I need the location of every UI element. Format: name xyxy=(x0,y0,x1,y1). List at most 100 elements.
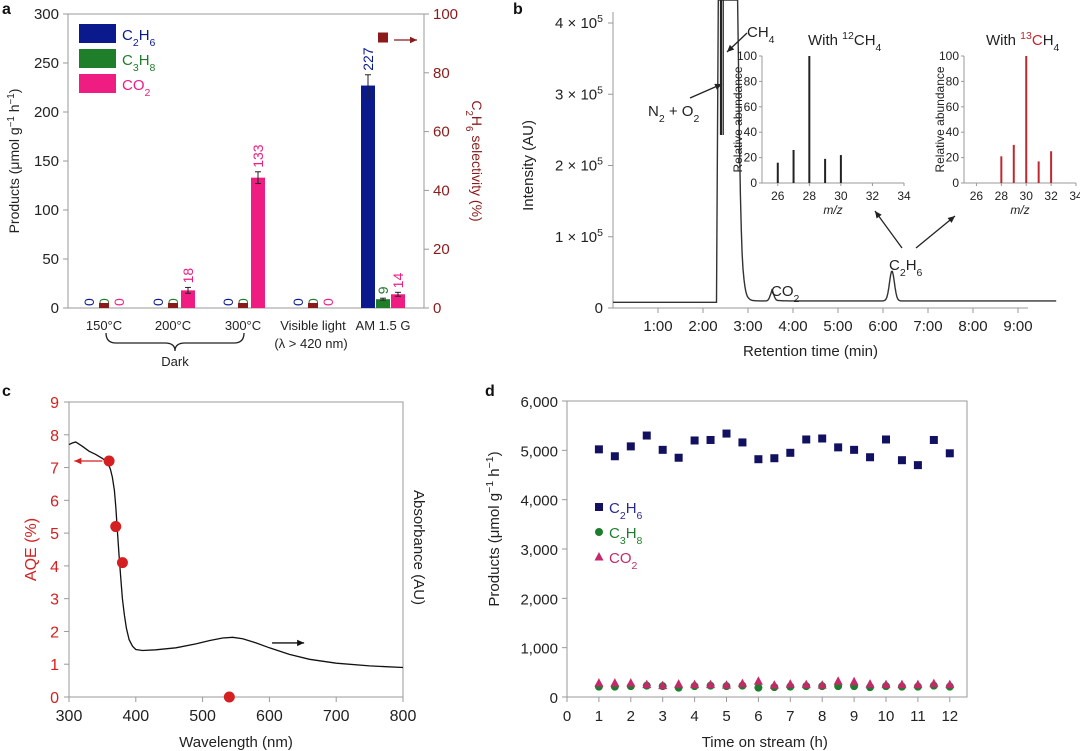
inset-title: With 12CH4 xyxy=(808,30,882,54)
text-part: CO xyxy=(122,77,145,94)
y-tick-label: 250 xyxy=(34,55,59,72)
x-tick-label: 6:00 xyxy=(868,318,897,335)
data-point xyxy=(690,679,700,689)
y-tick-label: 50 xyxy=(42,251,59,268)
data-point xyxy=(706,679,716,689)
text-part: H xyxy=(626,500,637,517)
inset-x-tick-label: 32 xyxy=(866,189,880,203)
text-part: 6 xyxy=(150,37,156,49)
text-part: 2 xyxy=(900,267,906,279)
text-part: CO xyxy=(609,550,632,567)
text-part: 2 xyxy=(133,37,139,49)
data-point xyxy=(929,678,939,688)
text-part: h xyxy=(6,104,22,116)
peak-label-c2h6: C2H6 xyxy=(889,257,923,279)
inset-x-axis-title: m/z xyxy=(1010,203,1029,217)
inset-y-tick-label: 80 xyxy=(946,74,960,88)
data-point xyxy=(610,678,620,687)
data-point xyxy=(881,679,891,689)
inset-y-tick-label: 80 xyxy=(744,74,758,88)
text-part: 2 xyxy=(632,560,638,572)
y-tick-label: 5,000 xyxy=(520,443,558,460)
text-part: 3 xyxy=(620,535,626,547)
inset-x-tick-label: 26 xyxy=(970,189,984,203)
data-point xyxy=(737,678,747,688)
text-part: 8 xyxy=(637,535,643,547)
x-tick-label: 5:00 xyxy=(823,318,852,335)
text-part: ) xyxy=(6,89,22,94)
arrow-shaft xyxy=(915,215,956,249)
group-label-dark: Dark xyxy=(161,354,189,369)
text-part: 8 xyxy=(150,62,156,74)
y-tick-label: 150 xyxy=(34,153,59,170)
arrow-head xyxy=(297,639,305,647)
text-part: H xyxy=(865,32,876,49)
y-tick-label: 8 xyxy=(50,428,59,445)
y-tick-label: 1 xyxy=(50,657,59,674)
inset-y-tick-label: 20 xyxy=(744,151,758,165)
aqe-point xyxy=(110,521,122,533)
inset-x-tick-label: 34 xyxy=(897,189,911,203)
category-sublabel: (λ > 420 nm) xyxy=(274,336,347,351)
peak-label-co2: CO2 xyxy=(771,283,800,305)
legend-label: CO2 xyxy=(609,550,638,572)
y-tick-label: 6 xyxy=(50,493,59,510)
y2-tick-label: 40 xyxy=(433,182,450,199)
inset-y-tick-label: 20 xyxy=(946,151,960,165)
bar xyxy=(361,85,375,308)
plot-frame xyxy=(68,401,404,698)
data-point xyxy=(769,680,779,689)
x-tick-label: 7 xyxy=(786,708,794,725)
aqe-point xyxy=(223,691,235,703)
y-tick-label: 4 × 105 xyxy=(555,13,603,32)
data-point xyxy=(610,452,619,461)
y-tick-label: 0 xyxy=(550,690,558,707)
y2-tick-label: 0 xyxy=(433,300,441,317)
data-point xyxy=(897,679,907,689)
data-point xyxy=(802,435,811,444)
text-part: 1 × 10 xyxy=(555,229,597,246)
arrow-c2h6-inset1 xyxy=(874,210,903,249)
x-tick-label: 300 xyxy=(56,708,83,725)
x-tick-label: 11 xyxy=(910,708,926,725)
inset-x-tick-label: 32 xyxy=(1044,189,1058,203)
peak-label-ch4: CH4 xyxy=(747,24,775,46)
x-tick-label: 8:00 xyxy=(958,318,987,335)
data-point xyxy=(818,434,827,443)
y-tick-label: 3 xyxy=(50,592,59,609)
inset-y-tick-label: 0 xyxy=(952,176,959,190)
legend-label: C3H8 xyxy=(609,525,643,547)
legend-swatch xyxy=(79,74,116,93)
text-part: 6 xyxy=(637,510,643,522)
arrow-head xyxy=(74,457,82,465)
arrow-head xyxy=(727,44,735,52)
y-tick-label: 5 xyxy=(50,526,59,543)
category-label: 150°C xyxy=(86,318,122,333)
series-c2h6 xyxy=(594,429,954,470)
y-axis-title: AQE (%) xyxy=(23,518,40,581)
bar-value-label: 9 xyxy=(375,286,391,294)
text-part: H xyxy=(906,257,917,274)
data-point xyxy=(929,435,938,444)
x-tick-label: 6 xyxy=(754,708,762,725)
data-point xyxy=(834,443,843,452)
data-point xyxy=(658,680,668,690)
text-part: 2 xyxy=(693,113,699,125)
bar-value-label: 0 xyxy=(305,298,321,306)
data-point xyxy=(850,445,859,454)
inset-ms-13ch4: 0 20 40 60 80 100 26 28 30 32 34 m/z Relative abunda… xyxy=(933,30,1080,217)
text-part: With xyxy=(808,32,842,49)
legend-marker xyxy=(595,528,603,536)
text-part: 6 xyxy=(464,126,475,132)
text-part: 5 xyxy=(597,84,603,96)
bar-value-label: 0 xyxy=(96,298,112,306)
text-part: C xyxy=(1032,32,1043,49)
y-tick-label: 2 × 105 xyxy=(555,156,603,175)
panel-a: a050100150200250300020406080100Products … xyxy=(2,1,485,369)
x-tick-label: 5 xyxy=(722,708,730,725)
text-part: 3 xyxy=(133,62,139,74)
x-tick-label: 8 xyxy=(818,708,826,725)
x-tick-label: 2 xyxy=(627,708,635,725)
